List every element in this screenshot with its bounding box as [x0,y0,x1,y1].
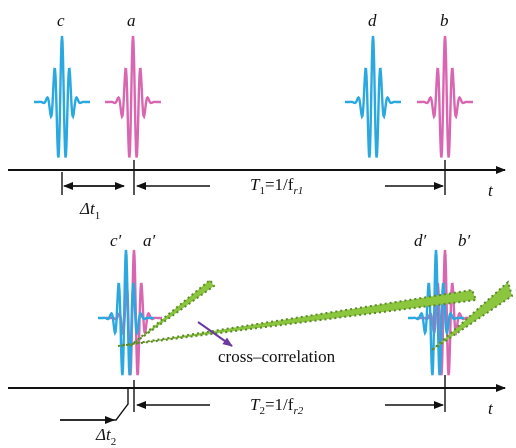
label-part: 2 [259,405,265,417]
pulse-label: b [440,11,449,30]
label-part: r1 [293,185,303,197]
label-part: =1/f [265,395,294,414]
pointer-arrow [197,321,233,347]
pulse-label: d′ [414,231,427,250]
label-part: Δt [79,199,96,218]
annotation: cross–correlation [218,347,336,366]
label-part: =1/f [265,175,294,194]
marker-line [60,388,129,421]
pulse [345,35,401,158]
label-part: 1 [259,185,265,197]
interval-label: Δt2 [95,425,116,448]
pulse [34,35,90,158]
pulse-label: a [127,11,136,30]
period-label: T1=1/fr1 [250,175,303,197]
pulse [105,35,161,158]
pulse-label: a′ [143,231,156,250]
pulse [408,249,464,376]
label-part: T [250,395,261,414]
pulse [417,35,473,158]
pulse-label: c′ [110,231,122,250]
cross-correlation-wedge [117,288,478,347]
pulse-label: d [368,11,377,30]
label-part: 2 [111,436,117,448]
pulse-label: b′ [458,231,471,250]
cross-correlation-wedge [431,280,514,351]
label-part: r2 [293,405,303,417]
axis-label: t [488,181,494,200]
pulses [34,35,473,376]
interval-label: Δt1 [79,199,100,222]
cross-correlation-wedge [129,278,216,347]
period-label: T2=1/fr2 [250,395,304,417]
pulse-label: c [57,11,65,30]
pulse [98,249,154,376]
axis-label: t [488,399,494,418]
label-part: 1 [95,210,101,222]
label-part: T [250,175,261,194]
label-part: Δt [95,425,112,444]
